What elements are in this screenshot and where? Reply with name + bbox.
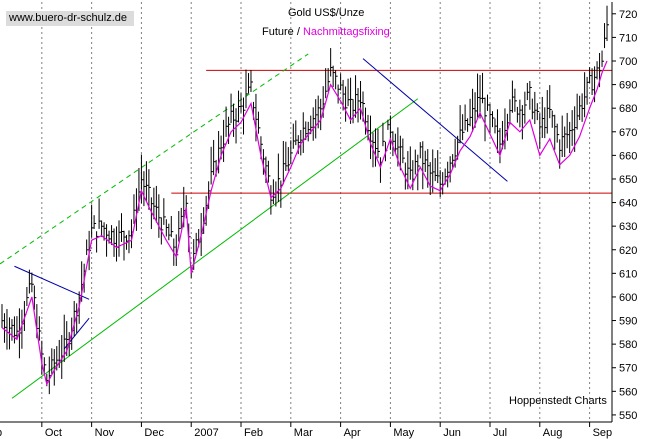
uptrend-channel-upper [0,53,309,265]
x-tick-label: Aug [543,427,563,439]
y-tick-label: 650 [619,174,637,186]
y-tick-label: 550 [619,410,637,422]
y-tick-label: 560 [619,386,637,398]
x-tick-label: May [393,427,414,439]
axes [0,2,613,423]
fixing-line [1,60,608,386]
subtitle-future: Future / [262,26,300,38]
x-tick-label: Jul [493,427,507,439]
chart-source: Hoppenstedt Charts [509,395,607,407]
trend-lines [0,53,612,399]
future-price-bars [1,5,610,395]
y-tick-label: 620 [619,245,637,257]
y-tick-label: 670 [619,127,637,139]
y-tick-label: 660 [619,150,637,162]
y-tick-label: 640 [619,198,637,210]
y-tick-label: 630 [619,221,637,233]
y-tick-label: 700 [619,56,637,68]
x-tick-label: p [0,427,2,439]
y-tick-label: 570 [619,363,637,375]
y-tick-label: 580 [619,339,637,351]
x-tick-label: Sep [593,427,613,439]
y-tick-label: 720 [619,9,637,21]
x-tick-label: Nov [95,427,115,439]
trend-line [14,265,90,300]
x-tick-label: Feb [244,427,263,439]
subtitle-fixing: Nachmittagsfixing [302,26,390,38]
grid-lines [41,2,591,422]
x-tick-label: Apr [344,427,361,439]
y-tick-label: 710 [619,32,637,44]
uptrend-channel-lower [11,98,419,399]
watermark-label: www.buero-dr-schulz.de [6,11,134,26]
x-tick-label: Mar [294,427,313,439]
y-tick-label: 610 [619,268,637,280]
x-tick-label: 2007 [194,427,218,439]
y-tick-label: 590 [619,316,637,328]
chart-title: Gold US$/Unze [288,7,365,19]
x-tick-label: Dec [144,427,164,439]
y-tick-label: 600 [619,292,637,304]
y-tick-label: 690 [619,80,637,92]
fixing-line-group [1,60,608,386]
y-axis-ticks: 550 560 570 580 590 600 610 620 630 640 650 660 670 6… [612,9,637,422]
chart-subtitle: Future / Nachmittagsfixing [262,26,390,38]
x-tick-label: Oct [45,427,62,439]
x-axis-ticks: Oct Nov Dec 2007 Feb Mar Apr May Jun Jul Aug Sep p [0,422,612,439]
y-tick-label: 680 [619,103,637,115]
trend-line [362,58,508,182]
x-tick-label: Jun [443,427,461,439]
